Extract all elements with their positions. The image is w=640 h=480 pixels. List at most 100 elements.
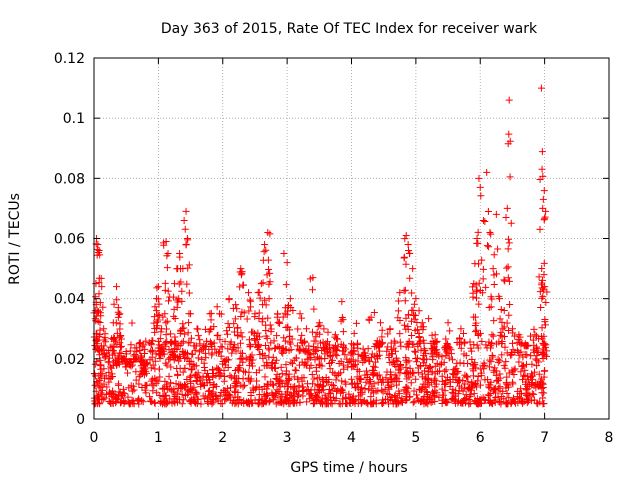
data-point [392,354,400,362]
data-point [97,389,105,397]
data-point [396,330,404,338]
data-point [489,400,497,408]
data-point [506,173,514,181]
data-point [181,225,189,233]
data-point [159,384,167,392]
data-point [173,394,181,402]
data-point [189,350,197,358]
data-point [367,353,375,361]
data-point [516,339,524,347]
data-point [194,325,202,333]
data-point [470,390,478,398]
data-point [154,295,162,303]
data-point [422,388,430,396]
data-point [175,352,183,360]
data-point [209,383,217,391]
data-point [357,376,365,384]
x-axis-label: GPS time / hours [290,460,407,476]
data-point [318,394,326,402]
data-point [155,312,163,320]
data-point [405,311,413,319]
data-point [178,390,186,398]
data-point [495,376,503,384]
data-point [376,375,384,383]
data-point [287,304,295,312]
data-point [438,385,446,393]
data-point [116,399,124,407]
x-tick-label: 7 [540,430,549,446]
data-point [364,345,372,353]
data-point [458,384,466,392]
data-point [161,279,169,287]
data-point [345,399,353,407]
data-point [251,313,259,321]
data-point [542,341,550,349]
data-point [176,342,184,350]
data-point [317,397,325,405]
data-point [538,165,546,173]
data-point [245,307,253,315]
data-point [254,329,262,337]
data-point [394,357,402,365]
data-point [124,358,132,366]
data-point [485,338,493,346]
data-point [261,373,269,381]
data-point [137,371,145,379]
data-point [540,259,548,267]
data-point [294,393,302,401]
data-point [255,345,263,353]
data-point [213,395,221,403]
data-point [430,377,438,385]
data-point [255,288,263,296]
data-point [292,354,300,362]
data-point [500,276,508,284]
data-point [174,370,182,378]
data-point [187,399,195,407]
data-point [268,363,276,371]
data-point [371,358,379,366]
data-point [307,386,315,394]
data-point [207,391,215,399]
data-point [530,390,538,398]
data-point [386,325,394,333]
data-point [441,387,449,395]
data-point [396,338,404,346]
data-point [508,366,516,374]
data-point [259,399,267,407]
data-point [267,325,275,333]
data-point [505,96,513,104]
data-point [376,347,384,355]
data-point [181,354,189,362]
data-point [316,339,324,347]
data-point [96,326,104,334]
data-point [500,323,508,331]
data-point [97,374,105,382]
data-point [192,342,200,350]
data-point [488,295,496,303]
data-point [249,362,257,370]
data-point [385,384,393,392]
data-point [526,332,534,340]
data-point [263,380,271,388]
data-point [540,389,548,397]
data-point [347,358,355,366]
data-point [433,348,441,356]
data-point [227,384,235,392]
data-point [503,390,511,398]
data-point [502,398,510,406]
data-point [212,349,220,357]
data-point [95,382,103,390]
data-point [148,346,156,354]
data-point [203,337,211,345]
data-point [272,374,280,382]
data-point [141,386,149,394]
data-point [536,382,544,390]
data-point [539,276,547,284]
data-point [368,384,376,392]
data-point [181,364,189,372]
data-point [102,353,110,361]
data-point [313,353,321,361]
data-point [262,301,270,309]
data-point [136,339,144,347]
data-point [258,385,266,393]
